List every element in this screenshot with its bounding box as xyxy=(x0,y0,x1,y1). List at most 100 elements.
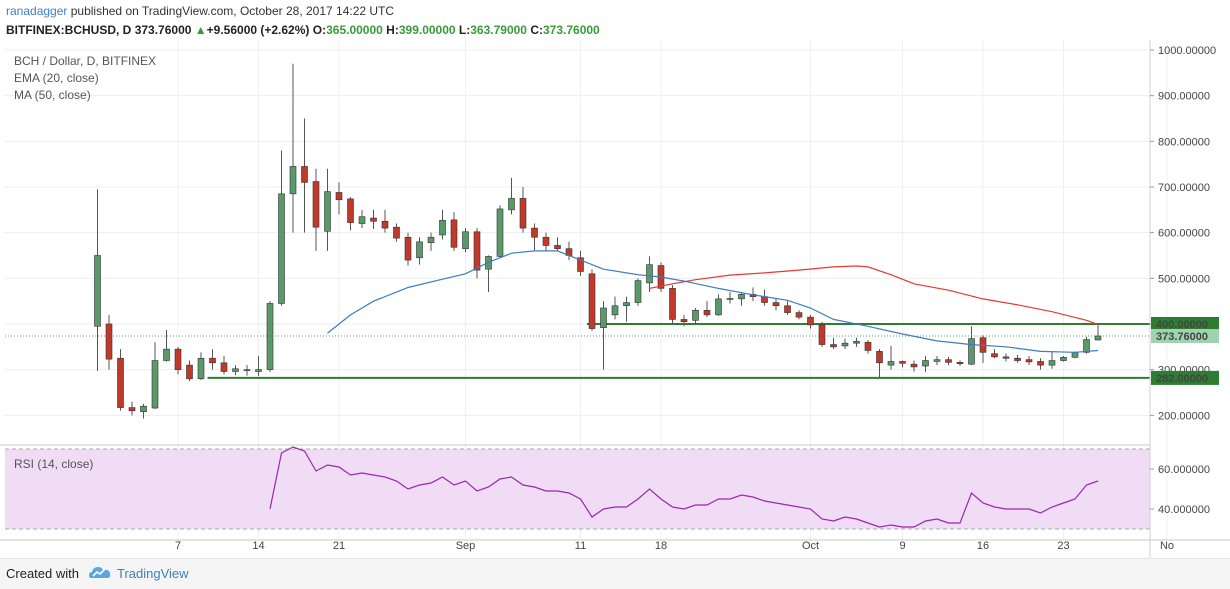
candle-up[interactable] xyxy=(243,369,251,371)
candle-down[interactable] xyxy=(1025,359,1033,363)
candle-down[interactable] xyxy=(117,357,124,408)
candle-up[interactable] xyxy=(887,361,895,366)
candle-down[interactable] xyxy=(450,219,458,248)
candle-down[interactable] xyxy=(956,362,964,365)
candle-up[interactable] xyxy=(1060,357,1067,361)
candle-up[interactable] xyxy=(738,294,745,300)
candle-up[interactable] xyxy=(94,255,101,327)
candle-down[interactable] xyxy=(542,236,550,246)
candle-down[interactable] xyxy=(588,273,596,329)
candle-up[interactable] xyxy=(600,307,607,328)
candle-up[interactable] xyxy=(933,359,941,362)
candle-down[interactable] xyxy=(209,357,216,364)
candle-down[interactable] xyxy=(301,166,308,183)
candle-down[interactable] xyxy=(795,312,803,318)
candle-down[interactable] xyxy=(899,361,906,364)
candle-down[interactable] xyxy=(335,192,343,201)
candle-down[interactable] xyxy=(128,407,136,412)
candle-down[interactable] xyxy=(531,227,538,238)
level-price-label: 282.00000 xyxy=(1156,373,1208,385)
candle-up[interactable] xyxy=(266,303,274,370)
candle-down[interactable] xyxy=(105,323,113,360)
candle-down[interactable] xyxy=(370,217,377,222)
candle-down[interactable] xyxy=(864,341,872,351)
candle-down[interactable] xyxy=(830,344,837,348)
candle-up[interactable] xyxy=(496,208,504,257)
candle-up[interactable] xyxy=(324,191,331,232)
candle-up[interactable] xyxy=(416,241,423,259)
tradingview-logo-icon[interactable] xyxy=(88,564,112,582)
ema-20-line xyxy=(327,250,1099,353)
x-tick-label: 14 xyxy=(252,540,264,552)
chart-area[interactable]: 1000.00000 900.00000 800.00000 700.00000 600… xyxy=(0,40,1230,558)
candle-up[interactable] xyxy=(715,298,722,316)
candle-up[interactable] xyxy=(278,193,285,304)
x-tick-label: 7 xyxy=(175,540,181,552)
candle-up[interactable] xyxy=(197,357,205,380)
candle-down[interactable] xyxy=(473,231,481,271)
candle-down[interactable] xyxy=(669,288,676,320)
candle-up[interactable] xyxy=(634,280,642,303)
candle-down[interactable] xyxy=(784,305,791,313)
candle-up[interactable] xyxy=(255,369,262,372)
legend-ema: EMA (20, close) xyxy=(14,71,99,85)
axes: 1000.00000 900.00000 800.00000 700.00000 600… xyxy=(0,40,1230,558)
candle-up[interactable] xyxy=(232,368,239,372)
candle-up[interactable] xyxy=(922,360,929,367)
candle-up[interactable] xyxy=(853,341,860,344)
candle-up[interactable] xyxy=(841,342,849,347)
candle-up[interactable] xyxy=(1048,360,1056,366)
candle-down[interactable] xyxy=(347,198,354,223)
candle-down[interactable] xyxy=(1002,356,1010,359)
candle-down[interactable] xyxy=(1037,361,1044,366)
price-chart-svg[interactable]: 1000.00000 900.00000 800.00000 700.00000 600… xyxy=(0,40,1230,558)
candle-up[interactable] xyxy=(646,264,653,284)
candle-down[interactable] xyxy=(554,245,561,249)
candle-down[interactable] xyxy=(577,257,584,272)
candle-down[interactable] xyxy=(1014,357,1021,361)
candle-down[interactable] xyxy=(703,309,711,316)
symbol-label[interactable]: BITFINEX:BCHUSD, D xyxy=(6,23,132,37)
candle-down[interactable] xyxy=(772,302,780,307)
candle-down[interactable] xyxy=(519,198,527,229)
publisher-name-link[interactable]: ranadagger xyxy=(6,4,68,18)
candle-down[interactable] xyxy=(312,181,320,228)
candle-up[interactable] xyxy=(968,338,975,365)
candle-down[interactable] xyxy=(876,351,883,364)
candle-up[interactable] xyxy=(289,166,297,195)
candle-down[interactable] xyxy=(186,364,193,380)
candle-up[interactable] xyxy=(462,231,469,249)
candle-up[interactable] xyxy=(508,198,515,211)
candle-up[interactable] xyxy=(439,220,446,236)
candle-up[interactable] xyxy=(151,360,159,409)
tradingview-brand-link[interactable]: TradingView xyxy=(117,566,189,581)
candle-down[interactable] xyxy=(381,220,389,229)
x-tick-label: 11 xyxy=(575,540,586,552)
candle-up[interactable] xyxy=(623,302,630,307)
close-label: C: xyxy=(530,23,543,37)
candle-down[interactable] xyxy=(393,226,400,239)
candle-down[interactable] xyxy=(945,359,952,363)
candle-up[interactable] xyxy=(140,405,147,412)
x-tick-label: Sep xyxy=(456,540,476,552)
candle-down[interactable] xyxy=(174,348,182,370)
candle-up[interactable] xyxy=(611,305,619,316)
x-tick-label: 16 xyxy=(977,540,989,552)
candle-down[interactable] xyxy=(910,363,918,368)
candle-down[interactable] xyxy=(220,362,228,372)
candle-up[interactable] xyxy=(726,298,734,300)
candle-down[interactable] xyxy=(680,319,688,323)
candle-up[interactable] xyxy=(1094,335,1102,341)
candle-up[interactable] xyxy=(1071,352,1079,358)
candle-up[interactable] xyxy=(692,309,699,321)
candle-up[interactable] xyxy=(163,348,170,361)
candle-up[interactable] xyxy=(427,236,435,244)
y-tick-label: 700.00000 xyxy=(1158,182,1210,194)
candle-down[interactable] xyxy=(818,324,826,345)
candle-down[interactable] xyxy=(404,236,412,261)
candle-up[interactable] xyxy=(1083,339,1090,353)
candle-down[interactable] xyxy=(807,316,814,326)
legend-ma: MA (50, close) xyxy=(14,88,91,102)
candle-up[interactable] xyxy=(358,216,366,224)
candle-down[interactable] xyxy=(991,353,998,358)
